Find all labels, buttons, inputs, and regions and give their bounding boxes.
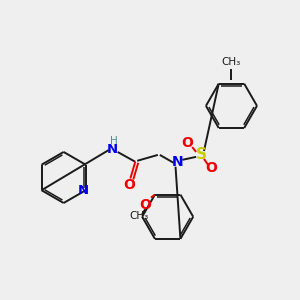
Text: S: S bbox=[196, 147, 206, 162]
Text: O: O bbox=[182, 136, 193, 150]
Text: H: H bbox=[110, 136, 118, 146]
Text: O: O bbox=[139, 198, 151, 212]
Text: O: O bbox=[205, 161, 217, 175]
Text: O: O bbox=[124, 178, 135, 192]
Text: CH₃: CH₃ bbox=[222, 57, 241, 67]
Text: CH₃: CH₃ bbox=[130, 211, 149, 221]
Text: N: N bbox=[172, 155, 183, 169]
Text: N: N bbox=[107, 142, 118, 155]
Text: N: N bbox=[78, 184, 89, 197]
